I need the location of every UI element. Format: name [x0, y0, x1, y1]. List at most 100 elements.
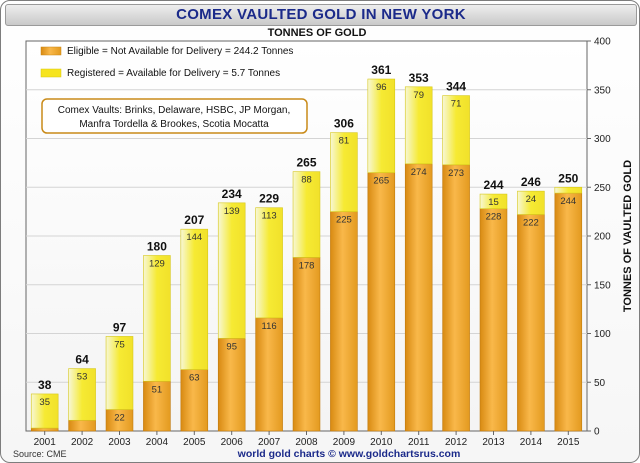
data-label-registered-2012: 71	[451, 99, 462, 110]
total-label-2013: 244	[483, 178, 503, 192]
data-label-registered-2007: 113	[262, 211, 277, 222]
x-tick-label-2011: 2011	[408, 437, 430, 448]
x-tick-label-2012: 2012	[445, 437, 468, 448]
axes: 0 50 100 150 200 250 300 350 400 2001 2002 2003 2004…	[34, 37, 612, 449]
bar-registered-2006	[217, 202, 246, 339]
data-label-registered-2003: 75	[114, 339, 125, 350]
total-label-2009: 306	[334, 117, 354, 131]
chart-subtitle: TONNES OF GOLD	[268, 27, 367, 39]
data-label-registered-2010: 96	[376, 82, 387, 93]
legend-label-eligible: Eligible = Not Available for Delivery = …	[67, 46, 293, 57]
data-label-eligible-2012: 273	[448, 168, 464, 179]
bar-registered-2004	[143, 255, 171, 382]
y-axis-label: TONNES OF VAULTED GOLD	[622, 160, 634, 312]
data-label-registered-2006: 139	[224, 206, 240, 217]
total-label-2012: 344	[446, 80, 466, 94]
bar-registered-2008	[292, 171, 321, 258]
bar-eligible-2006	[217, 338, 246, 432]
data-label-eligible-2008: 178	[299, 260, 315, 271]
total-label-2005: 207	[184, 213, 204, 227]
data-label-eligible-2006: 95	[226, 341, 237, 352]
y-tick-label-150: 150	[594, 280, 611, 291]
legend-swatch-eligible	[40, 46, 62, 56]
legend-label-registered: Registered = Available for Delivery = 5.…	[67, 68, 280, 79]
data-label-registered-2002: 53	[77, 372, 88, 383]
bar-eligible-2012	[442, 164, 470, 432]
x-tick-label-2003: 2003	[108, 437, 131, 448]
bar-eligible-2011	[404, 163, 433, 432]
bar-registered-2015	[554, 186, 583, 194]
y-tick-label-300: 300	[594, 134, 611, 145]
bar-registered-2013	[479, 193, 508, 209]
bar-registered-2005	[180, 228, 209, 370]
bar-eligible-2014	[517, 214, 545, 432]
total-label-2004: 180	[147, 240, 167, 254]
x-tick-label-2014: 2014	[520, 437, 543, 448]
bar-eligible-2001	[30, 427, 59, 432]
bar-eligible-2002	[68, 419, 96, 432]
data-label-eligible-2005: 63	[189, 373, 200, 384]
annotation-line-2: Manfra Tordella & Brookes, Scotia Mocatt…	[79, 119, 269, 130]
chart-title: COMEX VAULTED GOLD IN NEW YORK	[176, 6, 466, 23]
total-label-2007: 229	[259, 192, 279, 206]
bar-registered-2012	[442, 95, 470, 166]
x-tick-label-2004: 2004	[146, 437, 169, 448]
footer-credit: world gold charts © www.goldchartsrus.co…	[237, 448, 461, 460]
total-label-2006: 234	[222, 187, 242, 201]
data-label-eligible-2007: 116	[262, 321, 277, 332]
bar-eligible-2007	[255, 317, 283, 432]
bar-eligible-2015	[554, 192, 583, 432]
data-label-registered-2009: 81	[339, 136, 350, 147]
x-tick-label-2015: 2015	[557, 437, 580, 448]
bar-eligible-2004	[143, 380, 171, 432]
x-tick-label-2008: 2008	[295, 437, 318, 448]
y-tick-label-100: 100	[594, 329, 611, 340]
total-label-2014: 246	[521, 175, 541, 189]
data-label-registered-2011: 79	[413, 90, 424, 101]
bar-registered-2001	[30, 393, 59, 429]
bars	[30, 78, 583, 432]
total-label-2008: 265	[296, 156, 316, 170]
data-label-registered-2004: 129	[149, 259, 165, 270]
x-tick-label-2010: 2010	[370, 437, 393, 448]
data-label-eligible-2013: 228	[486, 212, 502, 223]
bar-registered-2014	[517, 190, 545, 215]
bar-eligible-2013	[479, 208, 508, 432]
x-tick-label-2009: 2009	[333, 437, 356, 448]
x-tick-label-2002: 2002	[71, 437, 94, 448]
annotation-line-1: Comex Vaults: Brinks, Delaware, HSBC, JP…	[58, 105, 291, 116]
y-tick-label-0: 0	[594, 427, 600, 438]
bar-registered-2003	[105, 336, 134, 410]
bar-registered-2002	[68, 368, 96, 421]
data-label-eligible-2014: 222	[523, 218, 539, 229]
data-label-eligible-2004: 51	[152, 384, 163, 395]
data-label-eligible-2015: 244	[560, 196, 576, 207]
bar-eligible-2005	[180, 369, 209, 432]
data-label-eligible-2010: 265	[373, 176, 389, 187]
data-label-registered-2001: 35	[39, 397, 50, 408]
y-tick-label-50: 50	[594, 378, 606, 389]
x-tick-label-2001: 2001	[34, 437, 57, 448]
annotation-box	[41, 98, 308, 134]
bar-registered-2011	[404, 86, 433, 165]
x-tick-label-2007: 2007	[258, 437, 281, 448]
data-label-registered-2005: 144	[186, 232, 202, 243]
y-tick-label-400: 400	[594, 37, 611, 48]
total-label-2015: 250	[558, 171, 578, 185]
data-label-eligible-2011: 274	[411, 167, 427, 178]
bar-registered-2007	[255, 207, 283, 319]
legend-swatch-registered	[40, 68, 62, 78]
y-tick-label-350: 350	[594, 85, 611, 96]
data-label-eligible-2003: 22	[114, 413, 125, 424]
vault-annotation: Comex Vaults: Brinks, Delaware, HSBC, JP…	[41, 98, 308, 134]
total-label-2003: 97	[113, 320, 127, 334]
x-tick-label-2013: 2013	[482, 437, 505, 448]
data-label-registered-2013: 15	[488, 197, 499, 208]
data-label-eligible-2009: 225	[336, 215, 352, 226]
x-tick-label-2005: 2005	[183, 437, 206, 448]
y-tick-label-200: 200	[594, 232, 611, 243]
y-tick-label-250: 250	[594, 183, 611, 194]
bar-registered-2010	[367, 78, 396, 173]
data-label-registered-2014: 24	[526, 194, 537, 205]
